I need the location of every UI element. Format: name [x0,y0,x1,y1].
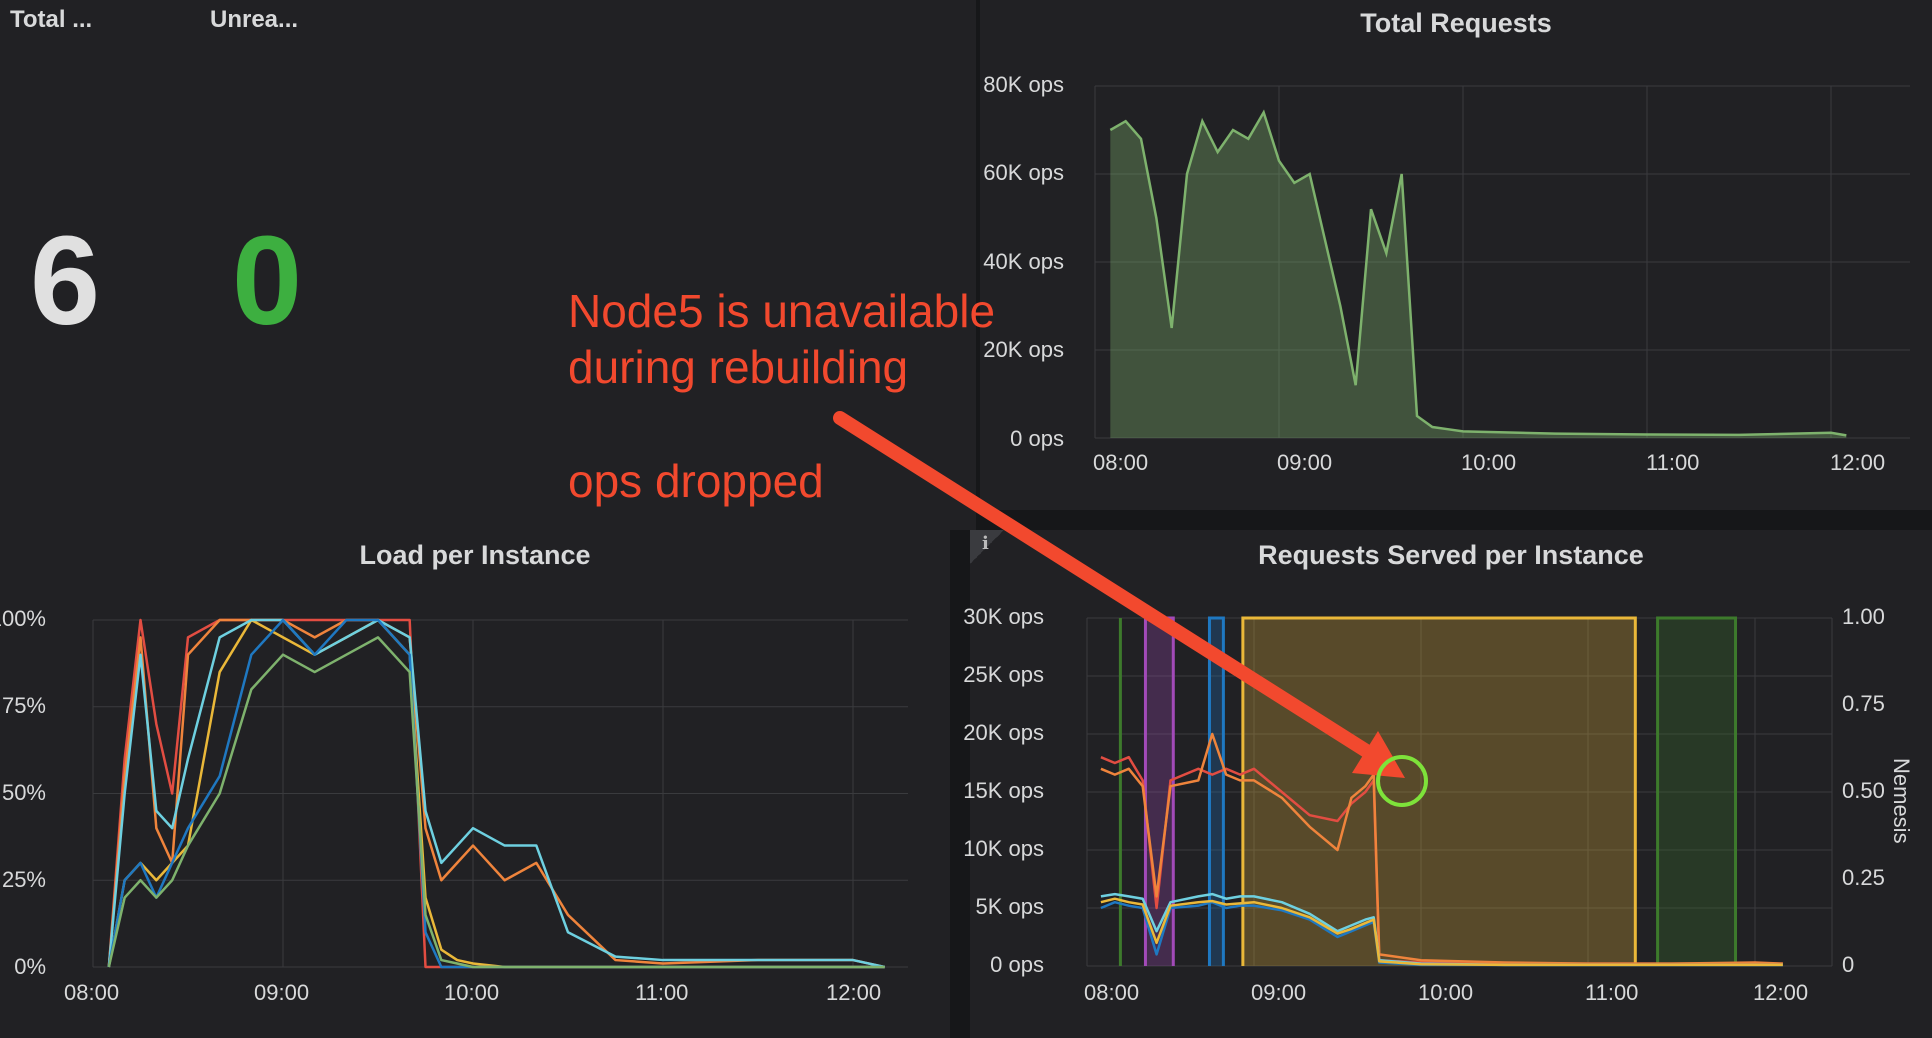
y-tick: 0% [14,954,46,979]
nemesis-band-blue [1209,618,1224,966]
panel-title-total-requests[interactable]: Total Requests [1360,8,1552,38]
y2-tick: 0 [1842,952,1855,977]
panel-title-load-per-instance[interactable]: Load per Instance [359,540,591,570]
stat-value-total: 6 [30,210,100,351]
nemesis-line-yellow [1241,616,1637,966]
x-tick: 08:00 [1093,450,1149,475]
x-tick: 12:00 [826,980,882,1005]
y-tick: 30K ops [963,604,1044,629]
x-tick: 09:00 [254,980,310,1005]
y-tick: 100% [0,606,46,631]
total-requests-panel[interactable]: Total Requests 80K ops 60K ops 40K ops 2… [980,0,1932,510]
y-tick: 40K ops [983,249,1064,274]
series-area-total [1110,112,1847,439]
y2-tick: 0.50 [1842,778,1885,803]
x-tick: 10:00 [1461,450,1517,475]
series-line-green [107,636,885,969]
x-tick: 09:00 [1277,450,1333,475]
annotation-line-1: Node5 is unavailable [568,285,996,337]
total-requests-chart[interactable] [980,0,1932,510]
series-line-total [1109,109,1847,437]
x-tick: 11:00 [635,980,689,1005]
y-tick: 50% [1,780,46,805]
y-tick: 10K ops [963,836,1044,861]
x-tick: 12:00 [1830,450,1886,475]
series-line-orange [1100,732,1783,965]
x-tick: 08:00 [1084,980,1140,1005]
y-tick: 25K ops [963,662,1044,687]
stat-panel: Total ... Unrea... 6 0 [0,0,976,530]
nemesis-band-green [1657,618,1736,966]
x-tick: 10:00 [1418,980,1474,1005]
x-tick: 12:00 [1753,980,1809,1005]
nemesis-line-green [1656,616,1738,966]
annotation-line-3: ops dropped [568,455,824,507]
y-tick: 20K ops [983,337,1064,362]
stat-value-unreachable: 0 [232,210,302,351]
y2-tick: 1.00 [1842,604,1885,629]
x-tick: 08:00 [64,980,120,1005]
y-tick: 15K ops [963,778,1044,803]
stat-title-total[interactable]: Total ... [10,6,93,33]
annotation-line-2: during rebuilding [568,341,909,393]
y2-tick: 0.75 [1842,691,1885,716]
requests-served-panel[interactable]: i Requests Served per Instance 30K ops 2… [963,530,1932,1038]
y-tick: 80K ops [983,72,1064,97]
y-tick: 0 ops [1010,426,1064,451]
y-tick: 5K ops [975,894,1045,919]
load-per-instance-chart[interactable] [0,530,950,1038]
y2-tick: 0.25 [1842,865,1885,890]
y-tick: 60K ops [983,160,1064,185]
x-tick: 10:00 [444,980,500,1005]
y2-axis-label: Nemesis [1889,758,1914,844]
load-per-instance-panel[interactable]: Load per Instance 100% 75% 50% 25% 0% 08… [0,530,950,1038]
x-tick: 11:00 [1585,980,1639,1005]
series-line-cyan [107,618,885,969]
y-tick: 25% [1,867,46,892]
x-tick: 09:00 [1251,980,1307,1005]
y-tick: 20K ops [963,720,1044,745]
requests-served-chart[interactable] [970,530,1932,1038]
y-tick: 0 ops [990,952,1044,977]
stat-title-unreachable[interactable]: Unrea... [210,6,299,33]
y-tick: 75% [1,693,46,718]
series-line-yellow [1100,897,1783,967]
x-tick: 11:00 [1646,450,1700,475]
